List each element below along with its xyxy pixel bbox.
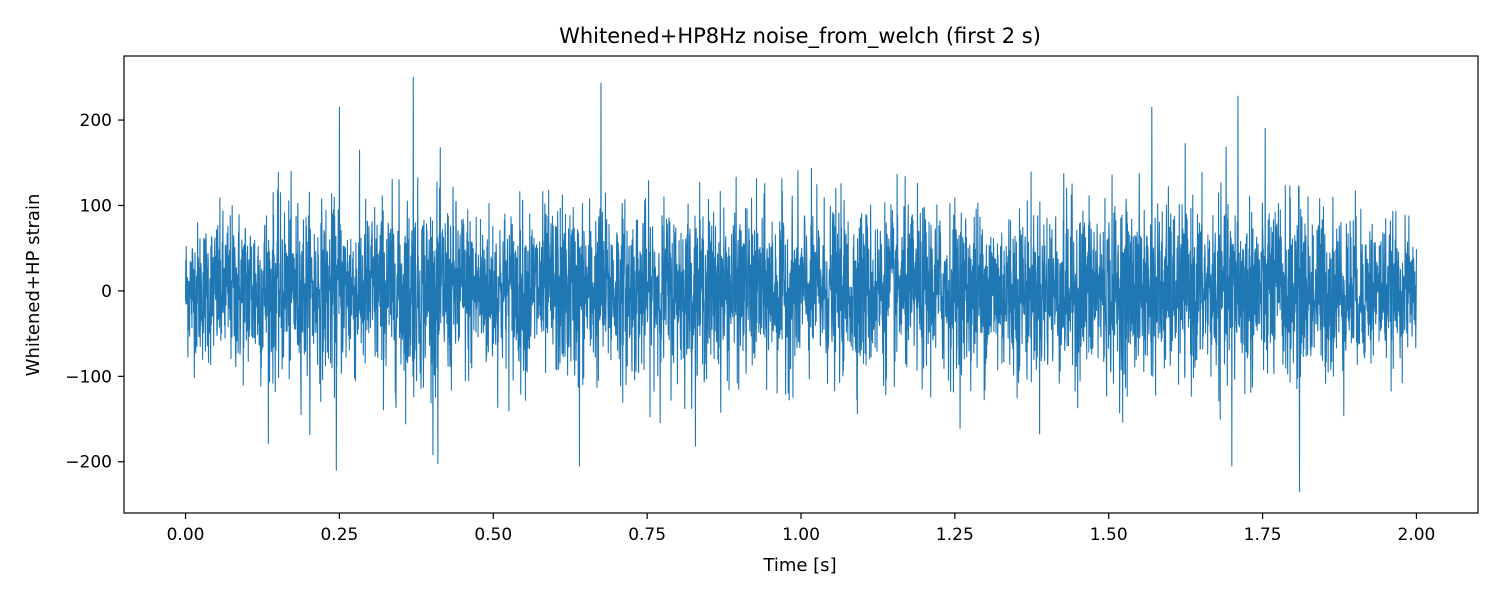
y-tick-label: −100 <box>65 367 112 387</box>
plot-frame <box>123 55 1479 514</box>
x-tick-label: 0.50 <box>474 525 512 545</box>
y-tick-label: 100 <box>80 196 112 216</box>
y-axis: −200 −100 0 100 200 <box>65 111 124 473</box>
x-tick-label: 0.75 <box>628 525 666 545</box>
x-tick-label: 1.75 <box>1244 525 1282 545</box>
x-axis-label: Time [s] <box>762 555 836 576</box>
x-tick-label: 2.00 <box>1398 525 1436 545</box>
x-tick-label: 1.50 <box>1090 525 1128 545</box>
x-tick-label: 0.00 <box>167 525 205 545</box>
chart-title: Whitened+HP8Hz noise_from_welch (first 2… <box>559 24 1041 49</box>
y-tick-label: 200 <box>80 111 112 131</box>
x-tick-label: 1.25 <box>936 525 974 545</box>
x-tick-label: 1.00 <box>782 525 820 545</box>
series-line <box>185 76 1417 493</box>
plot-area <box>185 76 1417 493</box>
y-axis-label: Whitened+HP strain <box>23 194 44 377</box>
x-axis: 0.00 0.25 0.50 0.75 1.00 1.25 1.50 1.75 2.00 <box>167 513 1436 545</box>
y-tick-label: 0 <box>101 282 112 302</box>
y-tick-label: −200 <box>65 453 112 473</box>
x-tick-label: 0.25 <box>320 525 358 545</box>
